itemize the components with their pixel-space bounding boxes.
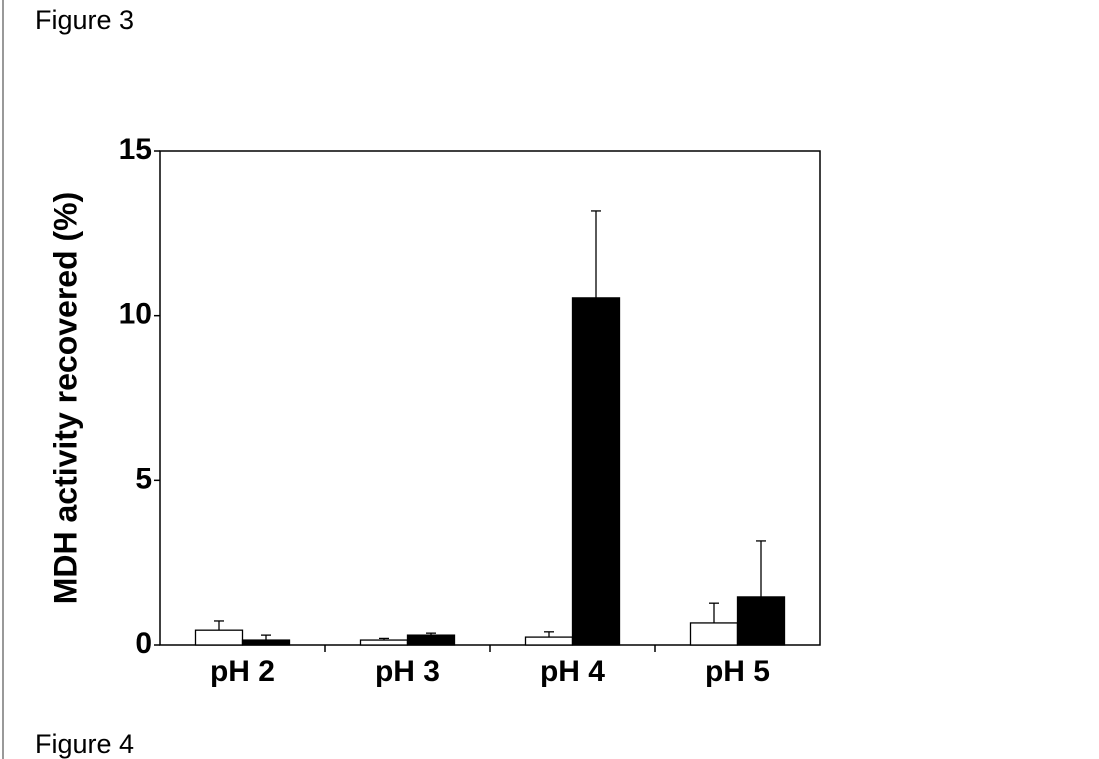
bar <box>359 639 409 646</box>
bar <box>689 622 739 646</box>
bar <box>406 634 456 646</box>
bar <box>194 629 244 646</box>
plot-frame <box>159 150 821 646</box>
y-tick-label: 5 <box>135 462 152 495</box>
y-axis-label: MDH activity recovered (%) <box>47 192 83 605</box>
x-tick-label: pH 5 <box>705 655 770 688</box>
bar <box>524 636 574 646</box>
y-tick-label: 15 <box>119 133 152 166</box>
x-tick-label: pH 2 <box>210 655 275 688</box>
figure-caption: Figure 3 <box>35 5 134 35</box>
y-tick-label: 10 <box>119 298 152 331</box>
figure-caption: Figure 4 <box>35 729 134 759</box>
bar <box>571 297 621 646</box>
x-tick-label: pH 4 <box>540 655 605 688</box>
bar <box>241 639 291 646</box>
bar <box>736 596 786 646</box>
x-tick-label: pH 3 <box>375 655 440 688</box>
y-tick-label: 0 <box>135 627 152 660</box>
